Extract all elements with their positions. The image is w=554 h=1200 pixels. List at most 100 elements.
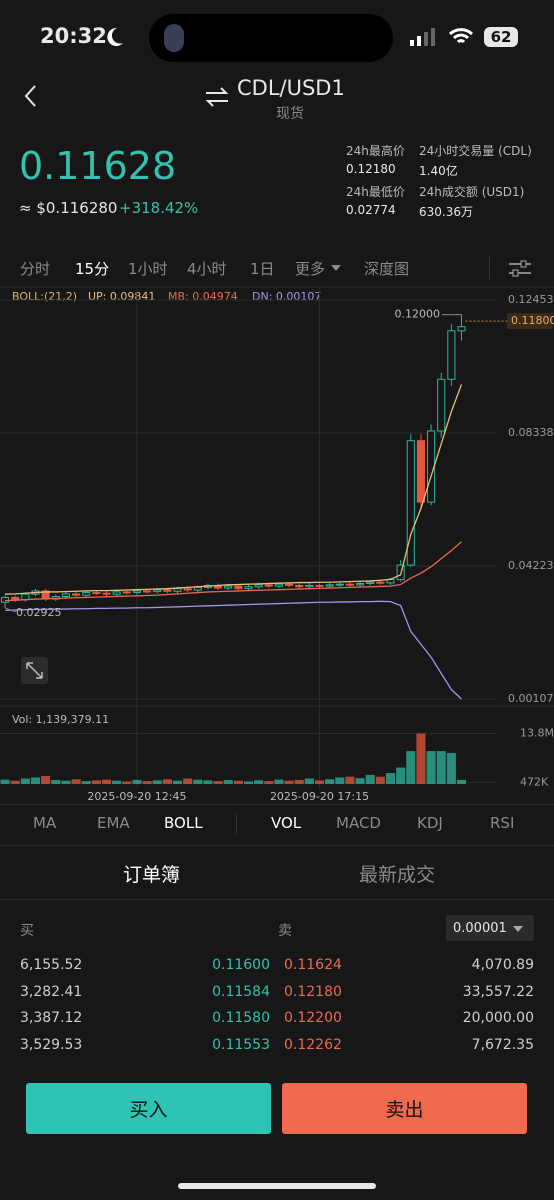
bid-quantity: 6,155.52 [20,957,83,973]
volume-bar [264,781,274,784]
volume-bar [436,751,446,784]
indicator-tab[interactable]: KDJ [417,814,443,832]
pair-title: CDL/USD1 [237,76,345,100]
interval-tab[interactable]: 分时 [20,260,51,278]
y-tick-label: 13.8M [520,727,554,740]
interval-tab[interactable]: 深度图 [364,260,410,278]
market-type: 现货 [276,106,304,122]
candle-body [11,596,20,601]
boll-line [5,541,462,602]
interval-tab[interactable]: 1日 [250,260,275,278]
torch-icon [164,24,184,52]
interval-tab[interactable]: 更多 [295,260,326,278]
indicator-tab[interactable]: VOL [271,814,302,832]
candle-body [72,593,81,596]
low-marker-line [4,607,17,613]
indicator-tab[interactable]: MA [33,814,57,832]
y-tick-label: 0.08338 [508,426,554,439]
volume-bar [304,778,314,784]
candle-body [416,440,425,503]
candle-body [305,584,314,588]
wifi-icon [448,28,474,44]
candle-body [274,583,283,587]
bid-price: 0.11584 [212,983,270,1000]
boll-line [5,600,462,700]
candle-body [224,585,233,589]
high-marker-label: 0.12000 [395,308,441,321]
divider [489,257,490,279]
sell-button[interactable]: 卖出 [282,1083,527,1134]
candle-body [132,590,141,594]
stat-value: 630.36万 [419,205,473,219]
divider [236,813,237,835]
signal-icon [410,28,435,46]
volume-bar [456,779,467,784]
legend-entry: UP: 0.09841 [88,290,155,303]
candle-body [92,592,101,595]
volume-bar [243,781,254,784]
candle-body [102,592,111,595]
bid-price: 0.11553 [212,1036,270,1053]
settings-icon[interactable] [507,258,533,278]
volume-bar [314,780,325,784]
x-tick-label: 2025-09-20 17:15 [270,790,369,800]
indicator-tab[interactable]: MACD [336,814,381,832]
candle-body [264,584,273,587]
interval-tab[interactable]: 1小时 [128,260,168,278]
stat-value: 0.12180 [346,162,396,176]
volume-bar [233,780,243,784]
candle-body [122,591,131,594]
volume-bar [213,781,223,784]
bid-price: 0.11600 [212,957,270,973]
candle-body [244,586,253,590]
volume-bar [183,778,193,784]
dropdown-arrow [513,926,523,932]
bid-header: 买 [20,923,34,939]
volume-bar [406,751,416,784]
volume-bar [172,780,183,784]
volume-bar [375,776,385,784]
candle-body [345,583,354,586]
candle-body [82,592,91,596]
y-tick-label: 0.04223 [508,559,554,572]
candle-body [457,326,466,332]
volume-bar [112,780,122,784]
stat-label: 24h最高价 [346,144,405,158]
indicator-tab[interactable]: BOLL [164,814,203,832]
volume-bar [203,780,213,784]
book-tab[interactable]: 最新成交 [359,864,436,886]
sell-label: 卖出 [385,1099,424,1121]
kline-chart: BOLL:(21,2) Vol: 1,139,379.11 UP: 0.0984… [0,286,554,800]
candle-body [315,584,324,587]
indicator-tab[interactable]: EMA [97,814,130,832]
indicator-tab[interactable]: RSI [490,814,515,832]
price-usd: ≈ $0.116280 [19,199,118,217]
y-tick-label: 472K [520,775,549,788]
volume-bar [345,776,355,784]
interval-tab[interactable]: 15分 [75,260,110,278]
volume-bar [426,751,436,784]
volume-bar [365,774,375,784]
volume-bar [355,778,365,784]
candle-body [437,378,446,432]
divider [0,845,554,846]
volume-bar [223,779,233,784]
book-tab[interactable]: 订单簿 [123,864,181,886]
back-button[interactable] [22,84,40,108]
buy-button[interactable]: 买入 [26,1083,271,1134]
dropdown-arrow [331,265,341,271]
candle-body [143,590,152,593]
battery: 62 [484,27,518,47]
interval-tab[interactable]: 4小时 [187,260,227,278]
precision-value: 0.00001 [453,921,507,936]
legend-entry: DN: 0.00107 [252,290,321,303]
dynamic-island [149,14,393,62]
swap-icon[interactable] [204,86,230,108]
volume-bar [91,780,101,784]
volume-bar [0,779,10,784]
candle-body [1,596,10,603]
volume-bar [254,780,264,784]
low-marker-label: 0.02925 [16,606,62,619]
stat-label: 24小时交易量 (CDL) [419,144,532,158]
